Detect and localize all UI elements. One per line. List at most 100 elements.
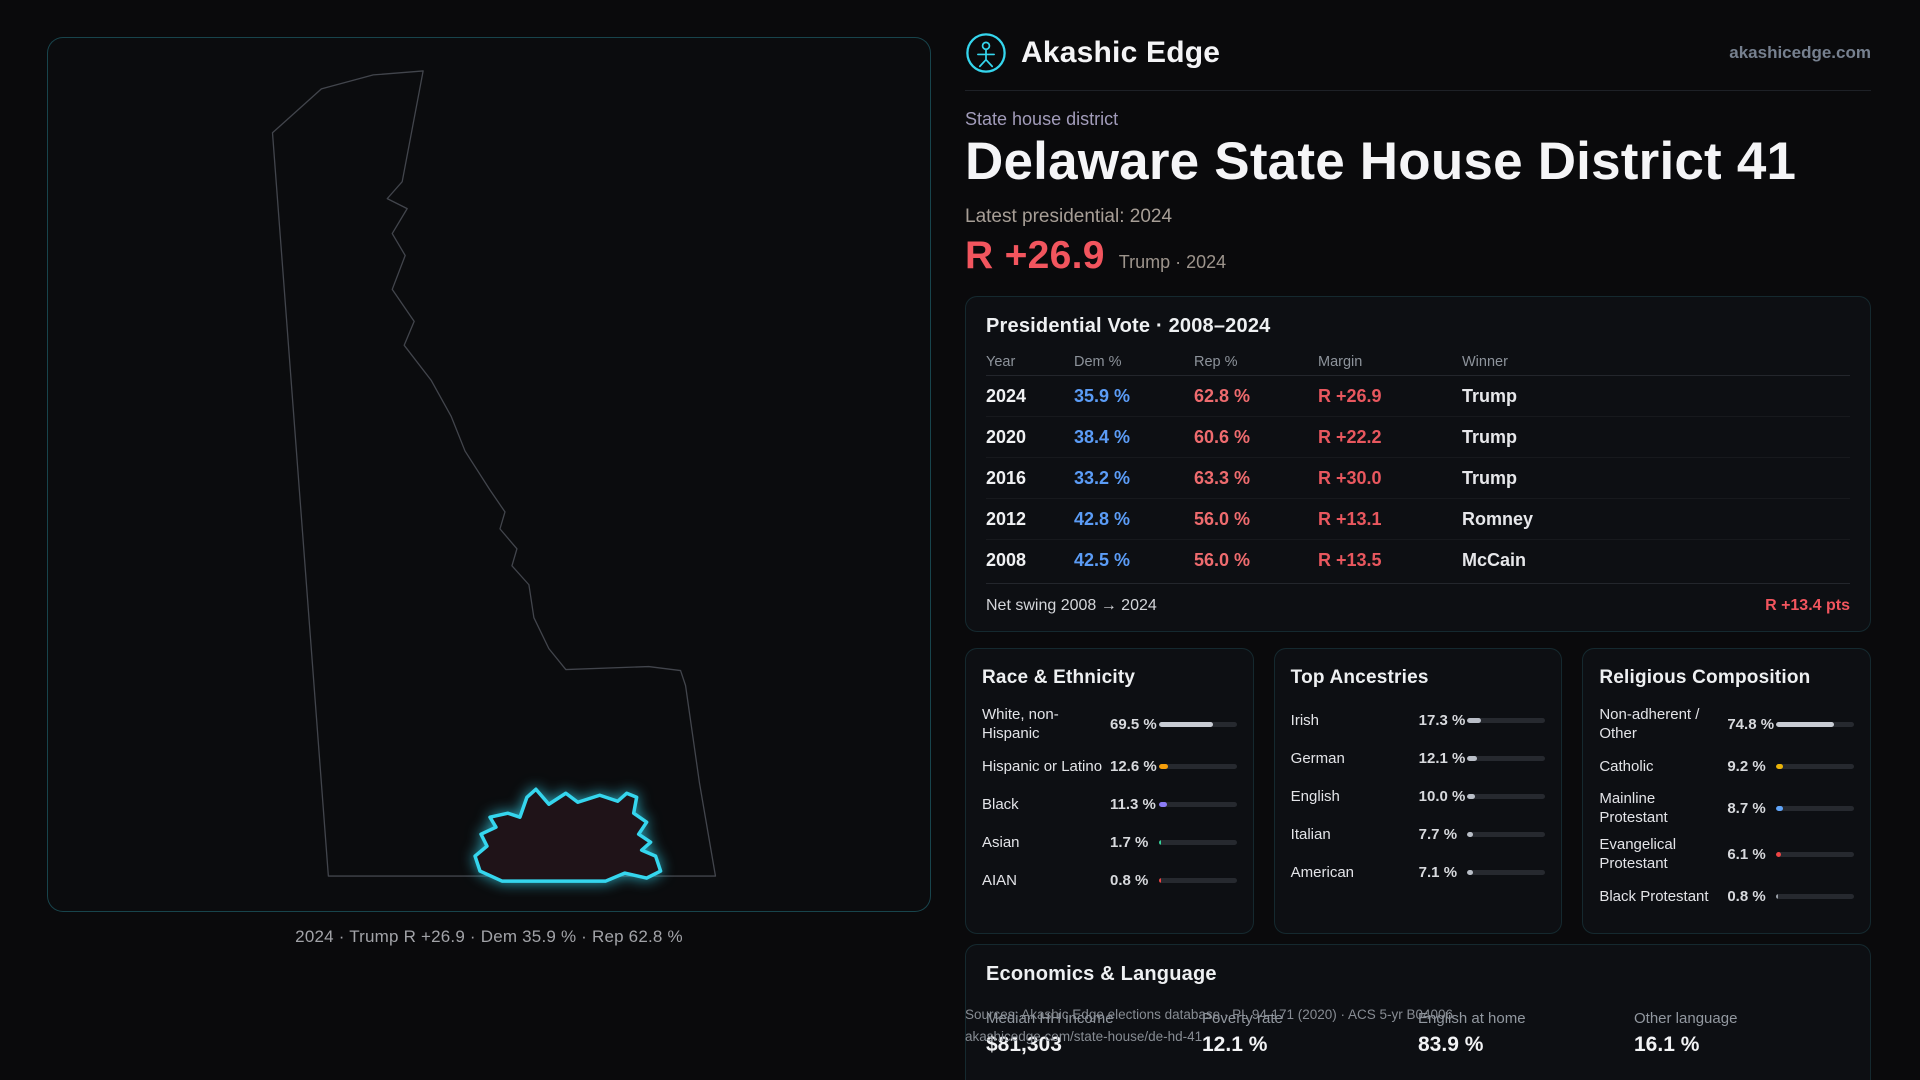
stat-row: English 10.0 % <box>1291 777 1546 815</box>
presidential-vote-card: Presidential Vote · 2008–2024 Year Dem %… <box>965 296 1871 632</box>
site-header: Akashic Edge akashicedge.com <box>965 28 1871 78</box>
vote-row-2008: 2008 42.5 % 56.0 % R +13.5 McCain <box>986 540 1850 581</box>
year-cell: 2024 <box>986 385 1027 406</box>
stat-row: Hispanic or Latino 12.6 % <box>982 747 1237 785</box>
stat-value: 7.1 % <box>1418 863 1458 881</box>
net-swing-row: Net swing 2008 → 2024 R +13.4 pts <box>986 583 1850 615</box>
col-margin: Margin <box>1318 353 1363 370</box>
presidential-vote-table: Year Dem % Rep % Margin Winner 2024 35.9… <box>986 348 1850 581</box>
econ-stat-value: 83.9 % <box>1418 1033 1484 1056</box>
stat-bar <box>1467 831 1546 837</box>
margin-cell: R +30.0 <box>1318 467 1382 488</box>
year-cell: 2008 <box>986 550 1027 570</box>
rep-cell: 60.6 % <box>1194 426 1251 447</box>
top-ancestries-title: Top Ancestries <box>1290 667 1429 688</box>
page-title: Delaware State House District 41 <box>965 132 1797 191</box>
headline-margin-context: Trump · 2024 <box>1118 252 1227 272</box>
demographics-row: Race & Ethnicity White, non-Hispanic 69.… <box>965 648 1872 934</box>
year-cell: 2012 <box>986 508 1027 529</box>
stat-bar <box>1776 893 1855 899</box>
permalink[interactable]: akashicedge.com/state-house/de-hd-41 <box>965 1029 1203 1044</box>
stat-label: White, non-Hispanic <box>982 706 1059 742</box>
stat-label: English <box>1290 787 1340 805</box>
stat-row: Catholic 9.2 % <box>1599 747 1855 785</box>
stat-label: Hispanic or Latino <box>982 757 1103 775</box>
stat-value: 11.3 % <box>1110 795 1156 813</box>
latest-presidential-label: Latest presidential: 2024 <box>965 206 1173 227</box>
col-winner: Winner <box>1462 353 1508 370</box>
dem-cell: 42.5 % <box>1074 550 1131 570</box>
econ-stat-other-language: Other language 16.1 % <box>1634 1010 1850 1057</box>
stat-value: 8.7 % <box>1727 799 1766 817</box>
site-domain-link[interactable]: akashicedge.com <box>1729 43 1871 62</box>
stat-value: 0.8 % <box>1110 871 1149 889</box>
winner-cell: McCain <box>1462 550 1527 570</box>
rep-cell: 62.8 % <box>1194 385 1251 406</box>
stat-row: Black 11.3 % <box>982 785 1237 823</box>
stat-label: Asian <box>982 833 1020 851</box>
stat-label: Italian <box>1290 825 1331 843</box>
economics-stats-row: Median HH income $81,303 Poverty rate 12… <box>986 1010 1850 1057</box>
rep-cell: 63.3 % <box>1194 467 1251 488</box>
presidential-vote-title: Presidential Vote · 2008–2024 <box>986 315 1271 337</box>
econ-stat-value: $81,303 <box>986 1033 1062 1056</box>
dem-cell: 35.9 % <box>1074 385 1131 406</box>
top-ancestries-card: Top Ancestries Irish 17.3 % German 12.1 … <box>1273 648 1563 934</box>
econ-stat-poverty-rate: Poverty rate 12.1 % <box>1202 1010 1418 1057</box>
stat-label: Black <box>982 795 1019 813</box>
stat-value: 0.8 % <box>1727 887 1766 905</box>
stat-bar <box>1776 805 1855 811</box>
map-caption: 2024 · Trump R +26.9 · Dem 35.9 % · Rep … <box>295 927 683 946</box>
stat-label: American <box>1290 863 1355 881</box>
vote-row-2012: 2012 42.8 % 56.0 % R +13.1 Romney <box>986 499 1850 540</box>
stat-bar <box>1776 763 1855 769</box>
economics-language-title: Economics & Language <box>986 963 1217 985</box>
stat-value: 6.1 % <box>1727 845 1766 863</box>
vote-row-2024: 2024 35.9 % 62.8 % R +26.9 Trump <box>986 376 1850 417</box>
header-divider <box>965 90 1871 91</box>
race-ethnicity-card: Race & Ethnicity White, non-Hispanic 69.… <box>965 648 1254 934</box>
margin-cell: R +13.5 <box>1318 550 1382 570</box>
brand-name: Akashic Edge <box>1021 36 1221 69</box>
margin-cell: R +13.1 <box>1318 508 1382 529</box>
stat-bar <box>1776 721 1855 727</box>
district-41-shape[interactable] <box>473 787 663 883</box>
stat-value: 7.7 % <box>1418 825 1458 843</box>
district-type-eyebrow: State house district <box>965 109 1119 129</box>
headline-margin-row: R +26.9 Trump · 2024 <box>965 234 1871 282</box>
stat-value: 74.8 % <box>1727 715 1775 733</box>
dem-cell: 33.2 % <box>1074 467 1131 488</box>
stat-bar <box>1158 763 1237 769</box>
winner-cell: Romney <box>1462 508 1534 529</box>
stat-bar <box>1467 793 1546 799</box>
stat-bar <box>1158 839 1237 845</box>
year-cell: 2016 <box>986 467 1027 488</box>
stat-row: AIAN 0.8 % <box>982 861 1237 899</box>
brand-logo-icon <box>965 32 1007 74</box>
econ-stat-label: Other language <box>1634 1010 1738 1027</box>
stat-value: 10.0 % <box>1418 787 1466 805</box>
stat-label: German <box>1290 749 1345 767</box>
year-cell: 2020 <box>986 426 1027 447</box>
margin-cell: R +26.9 <box>1318 385 1382 406</box>
dem-cell: 42.8 % <box>1074 508 1131 529</box>
winner-cell: Trump <box>1462 467 1518 488</box>
vote-table-header: Year Dem % Rep % Margin Winner <box>986 348 1850 376</box>
econ-stat-label: Median HH income <box>986 1010 1114 1027</box>
district-map-panel <box>47 37 931 912</box>
economics-language-card: Economics & Language Median HH income $8… <box>965 944 1871 1080</box>
econ-stat-value: 16.1 % <box>1634 1033 1700 1056</box>
vote-row-2020: 2020 38.4 % 60.6 % R +22.2 Trump <box>986 417 1850 458</box>
stat-value: 69.5 % <box>1110 715 1157 733</box>
net-swing-value: R +13.4 pts <box>1765 597 1850 614</box>
detail-panel: Akashic Edge akashicedge.com State house… <box>965 0 1872 1080</box>
stat-value: 1.7 % <box>1110 833 1149 851</box>
stat-row: White, non-Hispanic 69.5 % <box>982 701 1237 747</box>
race-ethnicity-title: Race & Ethnicity <box>982 667 1136 688</box>
col-year: Year <box>986 353 1016 370</box>
delaware-map <box>271 70 717 883</box>
col-dem: Dem % <box>1074 353 1122 370</box>
stat-label: AIAN <box>982 871 1018 889</box>
stat-row: German 12.1 % <box>1291 739 1546 777</box>
stat-value: 12.6 % <box>1110 757 1157 775</box>
